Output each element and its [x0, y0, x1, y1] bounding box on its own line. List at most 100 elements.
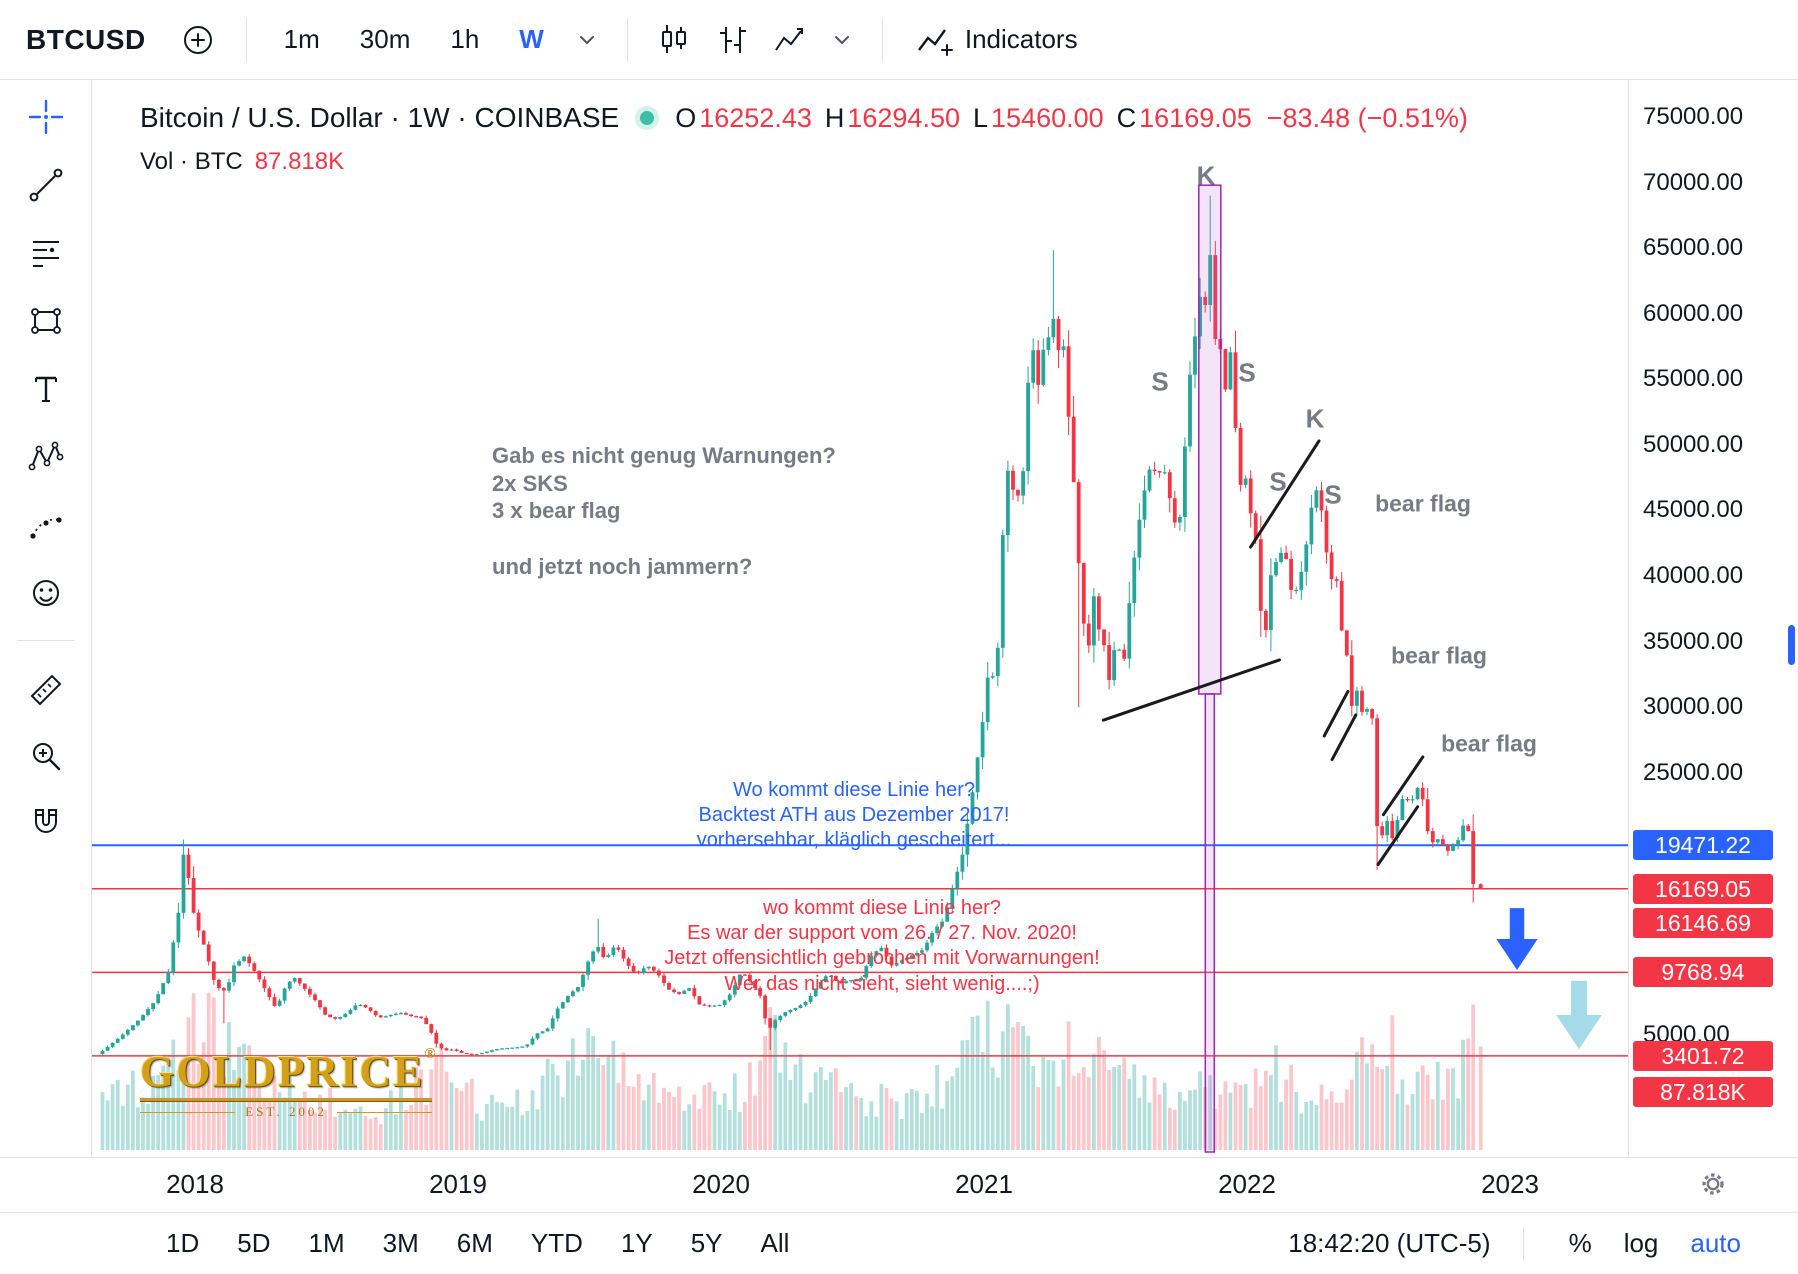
price-tag: 3401.72 — [1633, 1041, 1773, 1071]
high-value: 16294.50 — [847, 102, 960, 133]
log-scale-button[interactable]: log — [1611, 1224, 1672, 1263]
open-value: 16252.43 — [699, 102, 812, 133]
range-1d[interactable]: 1D — [150, 1224, 215, 1263]
chart-title[interactable]: Bitcoin / U.S. Dollar · 1W · COINBASE — [140, 102, 620, 133]
auto-scale-button[interactable]: auto — [1677, 1224, 1754, 1263]
candles-style-icon — [661, 24, 686, 53]
timeframe-1m[interactable]: 1m — [271, 18, 333, 61]
clock[interactable]: 18:42:20 (UTC-5) — [1288, 1228, 1491, 1258]
zoom-in-tool-button[interactable] — [23, 733, 69, 779]
ruler-tool-button[interactable] — [23, 665, 69, 711]
range-1m[interactable]: 1M — [293, 1224, 361, 1263]
symbol-name[interactable]: BTCUSD — [26, 23, 146, 55]
time-axis-year: 2023 — [1481, 1169, 1539, 1199]
percent-scale-button[interactable]: % — [1556, 1224, 1605, 1263]
ohlc-high: H 16294.50 — [825, 103, 960, 134]
trend-line-icon — [29, 168, 62, 202]
price-scale[interactable]: 75000.00 70000.00 65000.00 60000.00 55000.00… — [1628, 80, 1798, 1157]
timeframe-1h[interactable]: 1h — [437, 18, 492, 61]
bottom-toolbar: 1D 5D 1M 3M 6M YTD 1Y 5Y All 18:42:20 (U… — [0, 1212, 1798, 1274]
magnifier-plus-icon — [32, 743, 60, 771]
symbol-plus-button[interactable] — [174, 16, 222, 64]
top-toolbar: BTCUSD 1m 30m 1h W Indicators — [0, 0, 1798, 80]
footer-separator — [1522, 1226, 1524, 1261]
price-tag: 16146.69 — [1633, 908, 1773, 938]
range-5d[interactable]: 5D — [221, 1224, 286, 1263]
goldprice-est: EST. 2002 — [140, 1104, 432, 1120]
toolbar-separator — [245, 17, 247, 62]
price-tick: 35000.00 — [1643, 628, 1744, 655]
indicators-label: Indicators — [964, 24, 1078, 54]
price-tick: 45000.00 — [1643, 496, 1744, 523]
timeframe-menu-button[interactable] — [571, 24, 603, 56]
time-axis-year: 2021 — [955, 1169, 1013, 1199]
smiley-icon — [32, 580, 59, 606]
emoji-tool-button[interactable] — [23, 570, 69, 616]
registered-mark: ® — [424, 1046, 438, 1062]
xabcd-pattern-tool-button[interactable] — [23, 434, 69, 480]
range-1y[interactable]: 1Y — [605, 1224, 669, 1263]
text-icon — [34, 376, 57, 402]
chart-style-bars-button[interactable] — [710, 18, 754, 62]
chart-style-area-button[interactable] — [768, 18, 812, 62]
close-label: C — [1116, 102, 1137, 133]
settings-gear-icon[interactable] — [1698, 1169, 1728, 1204]
price-tick: 70000.00 — [1643, 169, 1744, 196]
ohlc-close: C 16169.05 — [1117, 103, 1252, 134]
range-all[interactable]: All — [745, 1224, 806, 1263]
timeframe-week[interactable]: W — [506, 18, 557, 61]
low-value: 15460.00 — [991, 102, 1104, 133]
projection-tool-button[interactable] — [23, 502, 69, 548]
magnet-icon — [34, 809, 57, 833]
toolbar-divider — [16, 640, 75, 641]
toolbar-separator — [626, 17, 628, 62]
price-tick: 30000.00 — [1643, 693, 1744, 720]
crosshair-tool-button[interactable] — [23, 94, 69, 140]
timeframe-30m[interactable]: 30m — [347, 18, 424, 61]
price-scale-scrollbar[interactable] — [1788, 625, 1795, 665]
time-axis-year: 2022 — [1218, 1169, 1276, 1199]
chevron-down-icon — [579, 35, 594, 44]
plus-circle-icon — [183, 25, 212, 54]
rectangle-tool-button[interactable] — [23, 298, 69, 344]
trend-line-tool-button[interactable] — [23, 162, 69, 208]
range-6m[interactable]: 6M — [441, 1224, 509, 1263]
market-status-dot[interactable] — [640, 111, 655, 125]
high-label: H — [824, 102, 845, 133]
chart-style-candles-button[interactable] — [652, 18, 696, 62]
chart-style-menu-button[interactable] — [826, 24, 858, 56]
crosshair-icon — [28, 99, 63, 135]
ohlc-low: L 15460.00 — [973, 103, 1104, 134]
price-tag: 16169.05 — [1633, 874, 1773, 904]
ruler-icon — [30, 674, 61, 706]
price-tag: 9768.94 — [1633, 957, 1773, 987]
price-tick: 55000.00 — [1643, 365, 1744, 392]
price-tick: 50000.00 — [1643, 431, 1744, 458]
price-tick: 40000.00 — [1643, 562, 1744, 589]
horizontal-lines-tool-button[interactable] — [23, 230, 69, 276]
close-value: 16169.05 — [1139, 102, 1252, 133]
change-value: −83.48 (−0.51%) — [1266, 102, 1468, 133]
volume-value: 87.818K — [254, 148, 345, 175]
price-tag: 19471.22 — [1633, 830, 1773, 860]
candlestick-chart — [92, 184, 1628, 1153]
time-axis-year: 2020 — [692, 1169, 750, 1199]
chevron-down-icon — [834, 35, 849, 44]
rectangle-icon — [30, 308, 61, 334]
time-axis[interactable]: 2018 2019 2020 2021 2022 2023 — [0, 1157, 1798, 1212]
range-3m[interactable]: 3M — [367, 1224, 435, 1263]
volume-label[interactable]: Vol · BTC — [140, 148, 243, 175]
goldprice-logo: GOLDPRICE® — [140, 1046, 438, 1096]
range-ytd[interactable]: YTD — [515, 1224, 599, 1263]
range-5y[interactable]: 5Y — [675, 1224, 739, 1263]
price-tag: 87.818K — [1633, 1077, 1773, 1107]
price-tick: 25000.00 — [1643, 759, 1744, 786]
magnet-tool-button[interactable] — [23, 801, 69, 847]
indicators-button[interactable]: Indicators — [907, 17, 1084, 63]
bars-style-icon — [719, 26, 746, 53]
ohlc-open: O 16252.43 — [675, 103, 812, 134]
text-tool-button[interactable] — [23, 366, 69, 412]
